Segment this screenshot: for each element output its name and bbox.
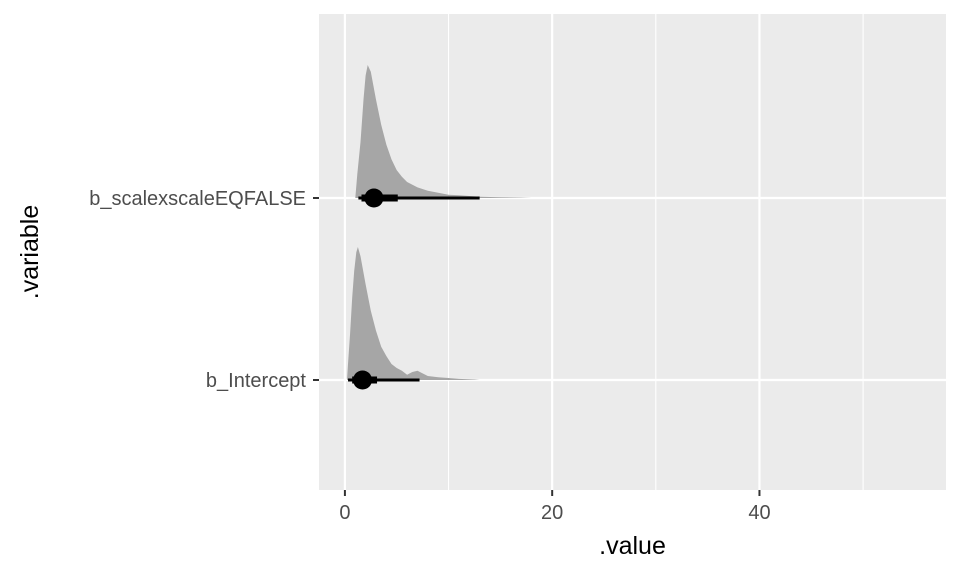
point-estimate <box>353 370 373 390</box>
y-tick-label: b_Intercept <box>206 370 307 392</box>
interval-layer <box>348 188 480 390</box>
density-ridge <box>347 247 480 380</box>
y-axis-title: .variable <box>16 205 44 300</box>
density-ridge <box>355 65 532 198</box>
x-tick-label: 0 <box>339 502 350 524</box>
x-axis-title: .value <box>599 532 666 560</box>
plot-panel <box>319 14 946 490</box>
density-layer <box>347 65 532 380</box>
x-tick-label: 20 <box>541 502 563 524</box>
x-tick-label: 40 <box>748 502 770 524</box>
point-estimate <box>364 188 384 208</box>
y-tick-label: b_scalexscaleEQFALSE <box>89 188 306 210</box>
axis-layer: b_Intercept b_scalexscaleEQFALSE 0 20 40 <box>89 188 770 524</box>
